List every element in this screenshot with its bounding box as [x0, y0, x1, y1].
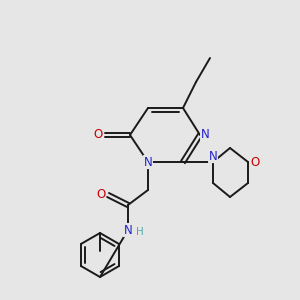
Text: N: N [144, 155, 152, 169]
Text: N: N [208, 149, 217, 163]
Text: N: N [124, 224, 132, 236]
Text: N: N [201, 128, 209, 142]
Text: H: H [136, 227, 144, 237]
Text: O: O [96, 188, 106, 202]
Text: O: O [93, 128, 103, 142]
Text: O: O [250, 155, 260, 169]
